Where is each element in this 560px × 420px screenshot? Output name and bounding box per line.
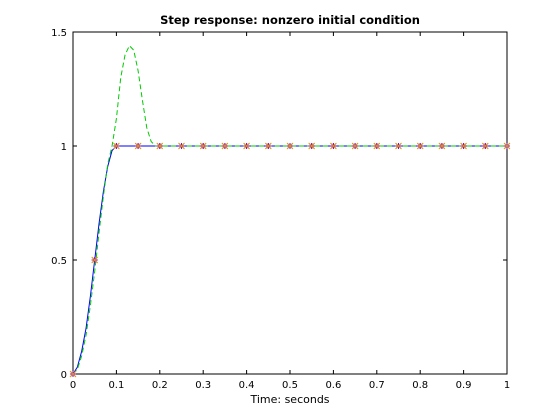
y-tick-label: 0 [61, 370, 67, 381]
series-5-marker [460, 142, 467, 150]
x-tick-label: 0 [70, 380, 76, 391]
x-axis-label: Time: seconds [249, 393, 329, 406]
series-5-marker [286, 142, 294, 150]
y-tick-label: 1 [61, 142, 67, 153]
series-5-marker [395, 142, 402, 150]
x-tick-label: 0.3 [195, 380, 211, 391]
x-tick-label: 0.6 [325, 380, 341, 391]
series-5-marker [416, 142, 424, 150]
x-tick-label: 0.7 [369, 380, 385, 391]
x-tick-label: 1 [504, 380, 510, 391]
x-tick-label: 0.2 [152, 380, 168, 391]
series-5-marker [351, 142, 359, 150]
x-tick-label: 0.1 [108, 380, 124, 391]
series-5-marker [91, 256, 99, 264]
chart-title: Step response: nonzero initial condition [160, 13, 420, 27]
series-5-marker [438, 142, 446, 150]
x-tick-label: 0.9 [456, 380, 472, 391]
series-5-marker [481, 142, 489, 150]
plot-area: 0 0.1 0.2 0.3 0.4 0.5 0.6 0.7 0.8 0.9 1 0 0.5 1 1.5 [51, 28, 511, 391]
series-5-marker [199, 142, 207, 150]
series-5-marker [69, 370, 77, 378]
series-5-marker [178, 142, 185, 150]
series-5-marker [156, 142, 164, 150]
series-5-marker [308, 142, 316, 150]
x-tick-label: 0.4 [239, 380, 255, 391]
series-5-marker [243, 142, 250, 150]
series-5-marker [221, 142, 229, 150]
series-5-marker [503, 142, 511, 150]
series-5-marker [330, 142, 337, 150]
series-5-marker [113, 142, 120, 150]
x-tick-label: 0.8 [412, 380, 428, 391]
y-tick-label: 1.5 [51, 28, 67, 39]
series-5-marker [373, 142, 381, 150]
x-tick-label: 0.5 [282, 380, 298, 391]
series-5-marker [264, 142, 272, 150]
y-tick-label: 0.5 [51, 256, 67, 267]
series-5-marker [134, 142, 142, 150]
